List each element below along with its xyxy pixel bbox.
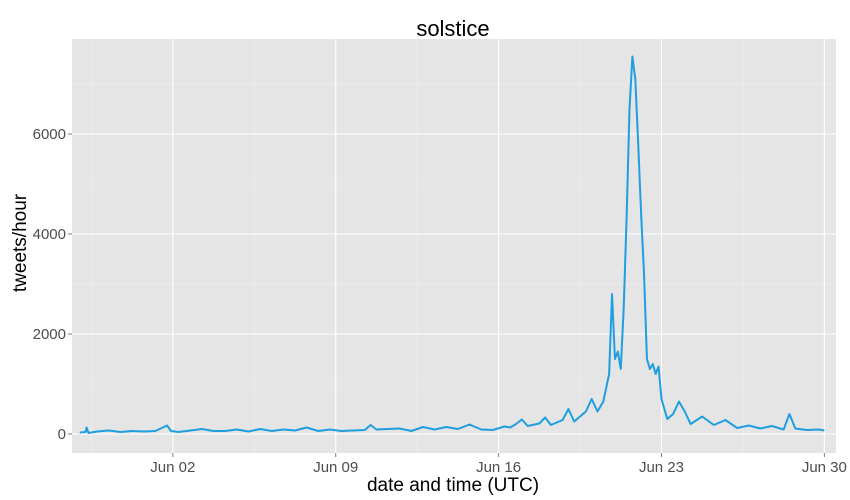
x-tick-label: Jun 16 <box>476 459 521 476</box>
y-tick-label: 0 <box>58 426 66 443</box>
grid-major <box>72 39 836 453</box>
y-tick-label: 2000 <box>33 326 66 343</box>
y-tick-label: 6000 <box>33 126 66 143</box>
y-axis-title: tweets/hour <box>10 193 31 292</box>
y-tick-label: 4000 <box>33 226 66 243</box>
grid-minor <box>72 39 836 453</box>
x-axis: Jun 02 Jun 09 Jun 16 Jun 23 Jun 30 <box>150 453 847 476</box>
x-tick-label: Jun 23 <box>639 459 684 476</box>
x-tick-label: Jun 30 <box>802 459 847 476</box>
x-tick-label: Jun 09 <box>313 459 358 476</box>
x-tick-label: Jun 02 <box>150 459 195 476</box>
series-line-1 <box>79 55 825 434</box>
plot-panel <box>72 39 836 453</box>
y-axis: 0 2000 4000 6000 <box>33 126 72 443</box>
chart-title: solstice <box>416 16 489 41</box>
x-axis-title: date and time (UTC) <box>367 475 539 496</box>
series-layer <box>79 55 825 434</box>
